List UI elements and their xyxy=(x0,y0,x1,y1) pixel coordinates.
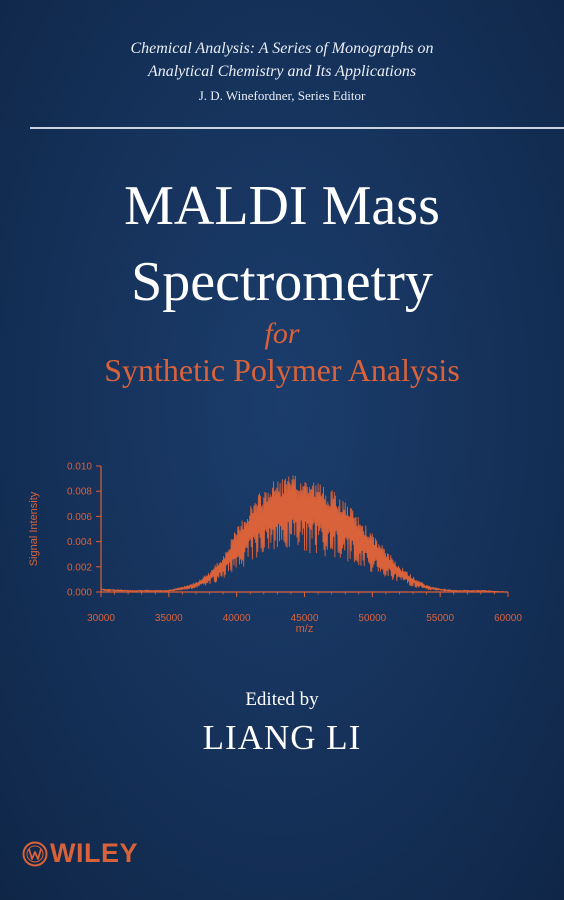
y-tick-label: 0.004 xyxy=(67,537,92,548)
x-tick-label: 55000 xyxy=(426,613,454,624)
x-tick-label: 45000 xyxy=(291,613,319,624)
y-tick-label: 0.000 xyxy=(67,588,92,599)
y-tick-label: 0.006 xyxy=(67,512,92,523)
x-axis-label: m/z xyxy=(296,623,314,635)
spectrum-series-line xyxy=(100,475,508,593)
series-title-line-2: Analytical Chemistry and Its Application… xyxy=(147,63,417,80)
divider-rule xyxy=(30,127,564,129)
book-subtitle: Synthetic Polymer Analysis xyxy=(104,352,460,388)
series-title-line-1: Chemical Analysis: A Series of Monograph… xyxy=(130,40,434,57)
x-tick-label: 50000 xyxy=(358,613,386,624)
y-tick-label: 0.008 xyxy=(67,487,92,498)
edited-by-label: Edited by xyxy=(245,689,319,710)
publisher-name: WILEY xyxy=(50,838,138,868)
x-tick-label: 60000 xyxy=(494,613,522,624)
book-title-line-2: Spectrometry xyxy=(131,251,433,313)
book-title-line-1: MALDI Mass xyxy=(124,175,440,237)
publisher-logo: WILEY xyxy=(22,838,138,869)
editor-name: LIANG LI xyxy=(202,718,362,757)
title-connector: for xyxy=(264,317,300,350)
y-axis-label: Signal Intensity xyxy=(28,491,40,566)
series-editor: J. D. Winefordner, Series Editor xyxy=(198,88,366,103)
y-tick-label: 0.010 xyxy=(67,462,92,473)
x-tick-label: 30000 xyxy=(87,613,115,624)
wiley-seal-icon xyxy=(22,841,48,866)
x-tick-label: 40000 xyxy=(223,613,251,624)
x-tick-label: 35000 xyxy=(155,613,183,624)
y-tick-label: 0.002 xyxy=(67,562,92,573)
spectrum-chart: 30000 35000 40000 45000 50000 55000 60000 0.000… xyxy=(28,462,522,636)
